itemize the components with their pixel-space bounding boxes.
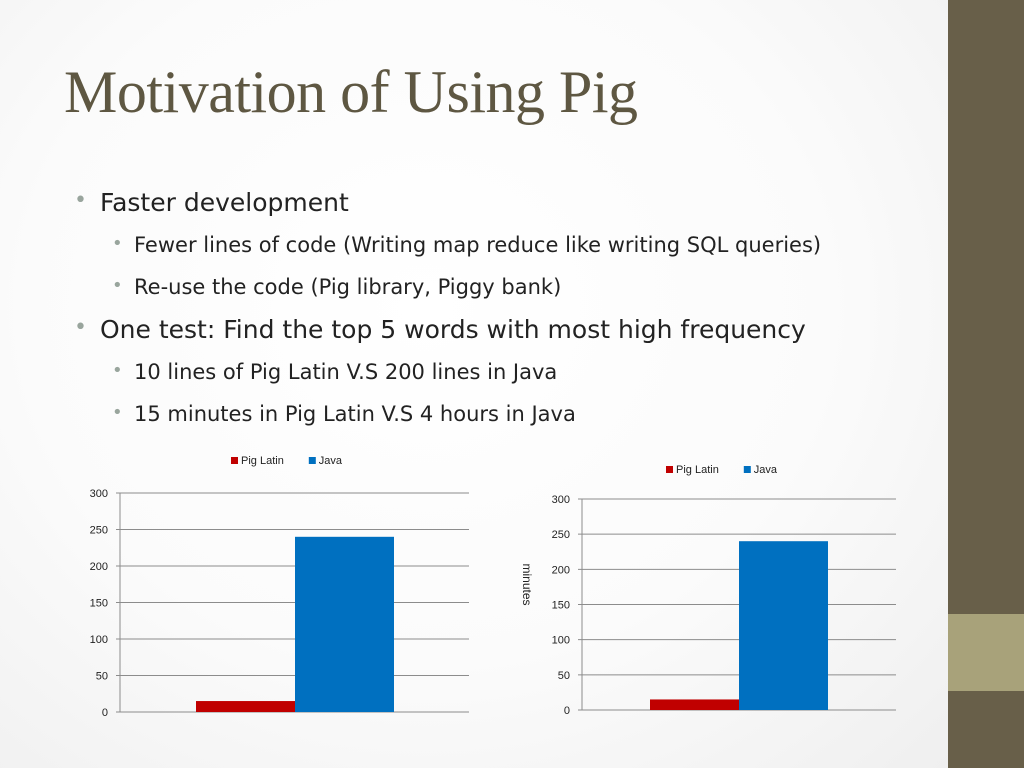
y-tick-label: 150 <box>90 598 108 610</box>
bar-java <box>295 536 394 712</box>
y-tick-label: 100 <box>90 634 108 646</box>
bullet-dot: • <box>112 402 123 423</box>
legend-label: Java <box>319 455 343 467</box>
charts-canvas: 0 50 100 150 200 250 300 Pig Latin Java 0 50 100 150… <box>90 455 896 719</box>
bullet-dot: • <box>112 233 123 254</box>
legend-swatch <box>308 457 316 464</box>
legend-swatch <box>666 466 673 473</box>
bar-pig-latin <box>650 699 739 710</box>
slide-title: Motivation of Using Pig <box>64 59 638 125</box>
bullet-dot: • <box>74 315 87 340</box>
bullet-text: Fewer lines of code (Writing map reduce … <box>134 233 822 257</box>
bullet-text: One test: Find the top 5 words with most… <box>100 315 806 344</box>
y-tick-label: 200 <box>90 561 108 573</box>
side-accent <box>948 614 1024 691</box>
bullet-item: • One test: Find the top 5 words with mo… <box>74 315 806 344</box>
y-tick-label: 250 <box>90 525 108 537</box>
y-tick-label: 300 <box>552 494 570 506</box>
legend-label: Java <box>754 464 778 476</box>
y-axis-title: minutes <box>520 563 534 605</box>
bullet-dot: • <box>112 275 123 296</box>
bullet-text: 10 lines of Pig Latin V.S 200 lines in J… <box>134 360 558 384</box>
bullet-dot: • <box>74 188 87 213</box>
sub-bullet-item: • 15 minutes in Pig Latin V.S 4 hours in… <box>112 402 576 426</box>
y-tick-label: 50 <box>96 671 108 683</box>
y-tick-label: 200 <box>552 564 570 576</box>
sub-bullet-item: • Fewer lines of code (Writing map reduc… <box>112 233 822 257</box>
legend-label: Pig Latin <box>676 464 719 476</box>
y-tick-label: 300 <box>90 488 108 500</box>
y-tick-label: 100 <box>552 635 570 647</box>
bullet-item: • Faster development <box>74 188 349 217</box>
bullet-text: Re-use the code (Pig library, Piggy bank… <box>134 275 562 299</box>
sub-bullet-item: • Re-use the code (Pig library, Piggy ba… <box>112 275 562 299</box>
y-tick-label: 0 <box>564 705 570 717</box>
y-tick-label: 0 <box>102 707 108 719</box>
bullet-dot: • <box>112 360 123 381</box>
y-tick-label: 250 <box>552 529 570 541</box>
y-tick-label: 50 <box>558 670 570 682</box>
sub-bullet-item: • 10 lines of Pig Latin V.S 200 lines in… <box>112 360 558 384</box>
bullet-list: • Faster development • Fewer lines of co… <box>74 188 822 426</box>
legend-swatch <box>231 457 238 464</box>
legend-swatch <box>743 466 751 473</box>
bar-pig-latin <box>196 701 295 712</box>
legend-label: Pig Latin <box>241 455 284 467</box>
bullet-text: Faster development <box>100 188 349 217</box>
y-tick-label: 150 <box>552 600 570 612</box>
bar-java <box>739 541 828 710</box>
bullet-text: 15 minutes in Pig Latin V.S 4 hours in J… <box>134 402 576 426</box>
